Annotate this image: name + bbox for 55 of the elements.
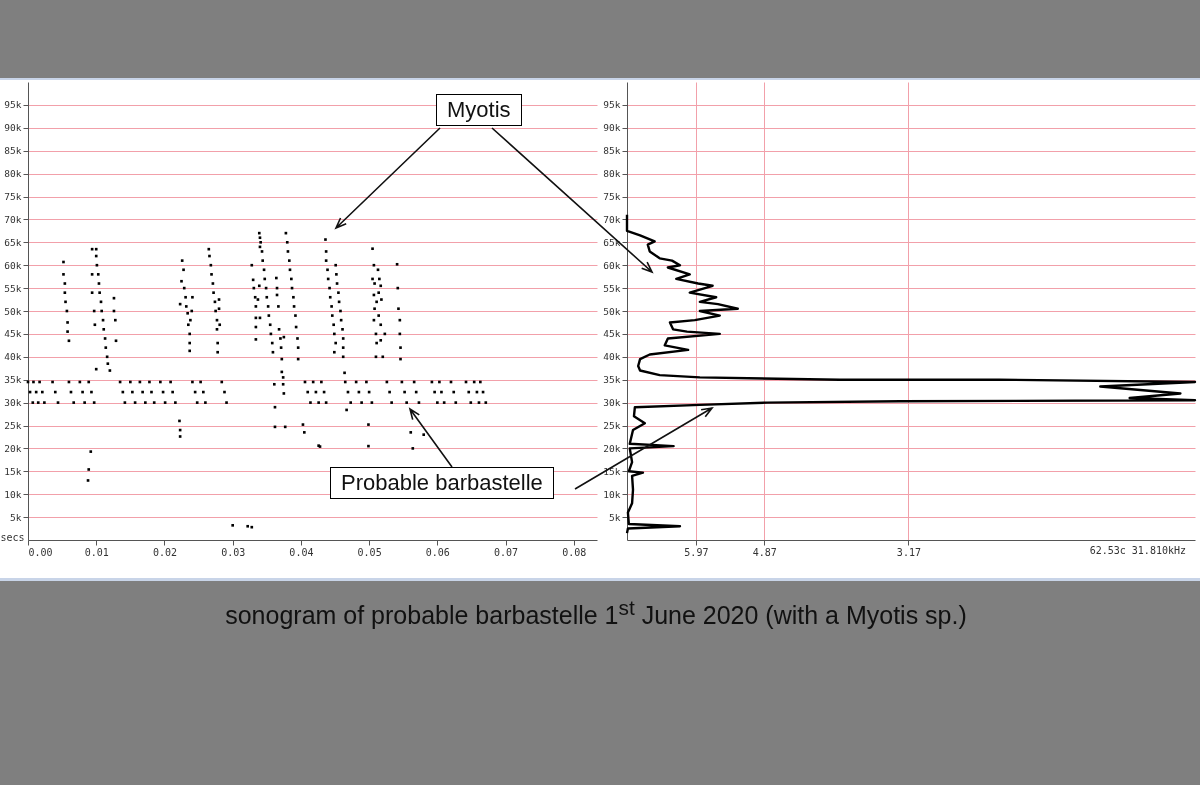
y-tick-label: 65k bbox=[4, 236, 22, 248]
y-tick-label: 75k bbox=[4, 191, 22, 202]
y-tick-label: 10k bbox=[603, 488, 621, 500]
y-tick-label: 50k bbox=[4, 305, 22, 317]
y-tick-label: 80k bbox=[603, 168, 621, 180]
text: 62.53c 31.810kHz bbox=[1089, 545, 1186, 556]
y-tick-label: 85k bbox=[4, 145, 22, 157]
y-tick-label: 20k bbox=[4, 442, 22, 454]
x-tick-label: 0.03 bbox=[221, 546, 246, 558]
x-tick-label: 0.08 bbox=[562, 546, 587, 558]
y-tick-label: 70k bbox=[603, 213, 621, 225]
y-tick-label: 95k bbox=[4, 99, 22, 111]
x-tick-label: 0.00 bbox=[28, 546, 53, 558]
x-tick-label: 0.01 bbox=[84, 546, 109, 558]
y-tick-label: 55k bbox=[4, 282, 22, 294]
annotation: Myotis bbox=[436, 94, 522, 126]
y-tick-label: 15k bbox=[603, 465, 621, 477]
y-tick-label: 95k bbox=[603, 99, 621, 111]
y-tick-label: 70k bbox=[4, 213, 22, 225]
y-tick-label: 45k bbox=[603, 328, 621, 340]
y-tick-label: 45k bbox=[4, 328, 22, 340]
y-tick-label: 85k bbox=[603, 145, 621, 157]
y-tick-label: 90k bbox=[4, 122, 22, 134]
y-tick-label: 75k bbox=[603, 191, 621, 202]
x-tick-label: 0.04 bbox=[289, 546, 314, 558]
y-tick-label: 30k bbox=[4, 397, 22, 409]
y-tick-label: 30k bbox=[603, 397, 621, 409]
y-tick-label: 10k bbox=[4, 488, 22, 500]
x-tick-label: 0.02 bbox=[152, 546, 177, 558]
y-tick-label: 20k bbox=[603, 442, 621, 454]
x-tick-label: 0.05 bbox=[357, 546, 382, 558]
x-tick-label: 0.07 bbox=[494, 546, 519, 558]
y-tick-label: 40k bbox=[603, 351, 621, 363]
x-axis-title: secs bbox=[0, 531, 25, 543]
y-tick-label: 25k bbox=[4, 420, 22, 431]
y-tick-label: 5k bbox=[10, 511, 22, 523]
x-tick-label: 5.97 bbox=[684, 546, 709, 558]
x-tick-label: 4.87 bbox=[752, 546, 777, 558]
y-tick-label: 65k bbox=[603, 236, 621, 248]
y-tick-label: 60k bbox=[4, 259, 22, 271]
y-tick-label: 60k bbox=[603, 259, 621, 271]
x-tick-label: 3.17 bbox=[896, 546, 921, 558]
y-tick-label: 80k bbox=[4, 168, 22, 180]
y-tick-label: 90k bbox=[603, 122, 621, 134]
y-tick-label: 5k bbox=[609, 511, 621, 523]
y-tick-label: 40k bbox=[4, 351, 22, 363]
text: sonogram of probable barbastelle 1$^{st}$ June 2020 (with a Myotis sp.) bbox=[224, 596, 968, 631]
y-tick-label: 35k bbox=[4, 374, 22, 386]
y-tick-label: 35k bbox=[603, 374, 621, 386]
y-tick-label: 55k bbox=[603, 282, 621, 294]
annotation: Probable barbastelle bbox=[330, 467, 554, 499]
y-tick-label: 25k bbox=[603, 420, 621, 431]
y-tick-label: 15k bbox=[4, 465, 22, 477]
x-tick-label: 0.06 bbox=[425, 546, 450, 558]
y-tick-label: 50k bbox=[603, 305, 621, 317]
